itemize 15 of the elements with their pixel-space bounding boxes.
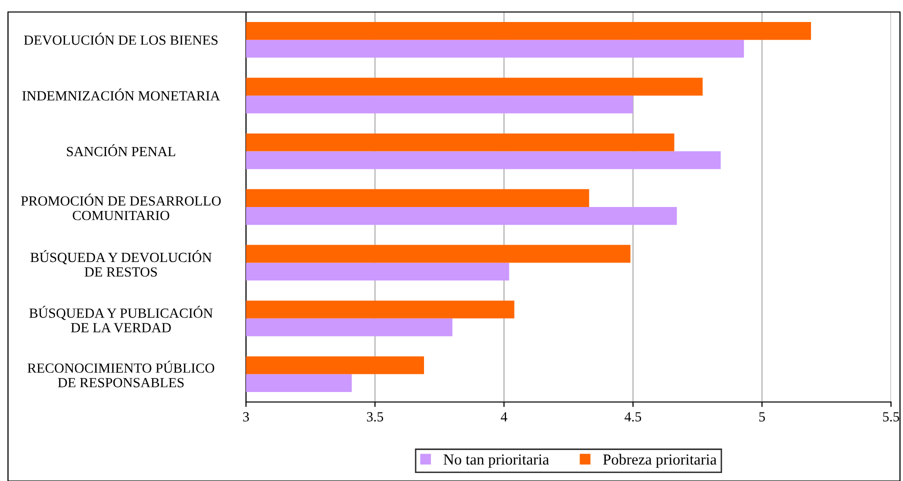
- y-tick-label: INDEMNIZACIÓN MONETARIA: [22, 88, 220, 101]
- x-tick-label: 5: [759, 412, 765, 422]
- x-tick-label: 4.5: [624, 412, 642, 422]
- y-tick-label: PROMOCIÓN DE DESARROLLO COMUNITARIO: [21, 194, 221, 220]
- y-tick-label: RECONOCIMIENTO PÚBLICO DE RESPONSABLES: [28, 360, 214, 388]
- y-tick-label: BÚSQUEDA Y DEVOLUCIÓN DE RESTOS: [30, 250, 212, 277]
- y-tick-label: DEVOLUCIÓN DE LOS BIENES: [24, 32, 218, 45]
- y-tick-label: BÚSQUEDA Y PUBLICACIÓN DE LA VERDAD: [29, 306, 213, 332]
- x-tick-label: 3: [243, 412, 249, 422]
- x-tick-label: 4: [500, 412, 508, 422]
- legend-label: No tan prioritaria: [444, 454, 549, 468]
- x-tick-label: 3.5: [366, 412, 384, 422]
- y-tick-label: SANCIÓN PENAL: [66, 144, 176, 156]
- x-tick-label: 5.5: [883, 412, 900, 422]
- legend-label: Pobreza prioritaria: [603, 454, 717, 468]
